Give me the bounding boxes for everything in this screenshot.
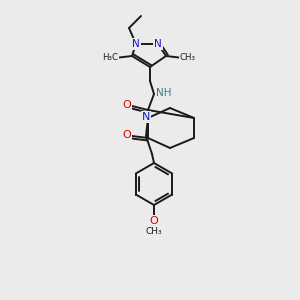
Text: CH₃: CH₃ <box>180 53 196 62</box>
Text: O: O <box>150 216 158 226</box>
Text: H₃C: H₃C <box>102 53 118 62</box>
Text: O: O <box>123 100 131 110</box>
Text: N: N <box>142 112 150 122</box>
Text: N: N <box>154 39 162 49</box>
Text: NH: NH <box>156 88 172 98</box>
Text: CH₃: CH₃ <box>146 226 162 236</box>
Text: N: N <box>132 39 140 49</box>
Text: O: O <box>123 130 131 140</box>
